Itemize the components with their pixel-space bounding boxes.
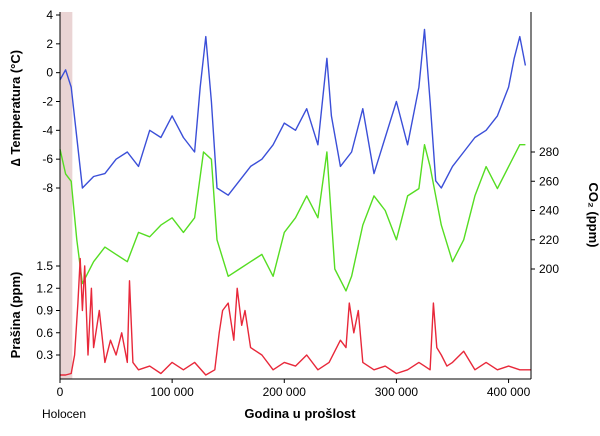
dust-tick-label: 0.6	[36, 326, 53, 340]
x-tick-label: 300 000	[375, 385, 419, 399]
co2-tick-label: 240	[539, 204, 559, 218]
co2-series-line	[59, 143, 526, 292]
co2-tick-label: 280	[539, 145, 559, 159]
dust-series-line	[60, 257, 531, 376]
co2-axis-title: CO₂ (ppm)	[586, 183, 600, 248]
holocene-annotation: Holocen	[42, 407, 86, 421]
x-tick-label: 0	[57, 385, 64, 399]
co2-tick-label: 200	[539, 262, 559, 276]
temperature-tick-label: -2	[42, 95, 53, 109]
dust-tick-label: 1.2	[36, 281, 53, 295]
temperature-tick-label: 0	[46, 66, 53, 80]
x-tick-label: 400 000	[487, 385, 531, 399]
x-tick-label: 200 000	[263, 385, 307, 399]
dust-axis-title: Prašina (ppm)	[8, 272, 23, 359]
dust-tick-label: 1.5	[36, 259, 53, 273]
temperature-tick-label: 4	[46, 8, 53, 22]
co2-tick-label: 220	[539, 233, 559, 247]
temperature-tick-label: -6	[42, 152, 53, 166]
temperature-tick-label: -4	[42, 123, 53, 137]
temperature-tick-label: 2	[46, 37, 53, 51]
holocene-band	[60, 12, 73, 379]
temperature-tick-label: -8	[42, 181, 53, 195]
dust-tick-label: 0.3	[36, 348, 53, 362]
temperature-axis-title: ∆ Temperatura (°C)	[8, 50, 23, 166]
x-tick-label: 100 000	[150, 385, 194, 399]
dust-tick-label: 0.9	[36, 304, 53, 318]
co2-tick-label: 260	[539, 174, 559, 188]
x-axis-title: Godina u prošlost	[244, 406, 356, 421]
temperature-series-line	[59, 28, 527, 196]
